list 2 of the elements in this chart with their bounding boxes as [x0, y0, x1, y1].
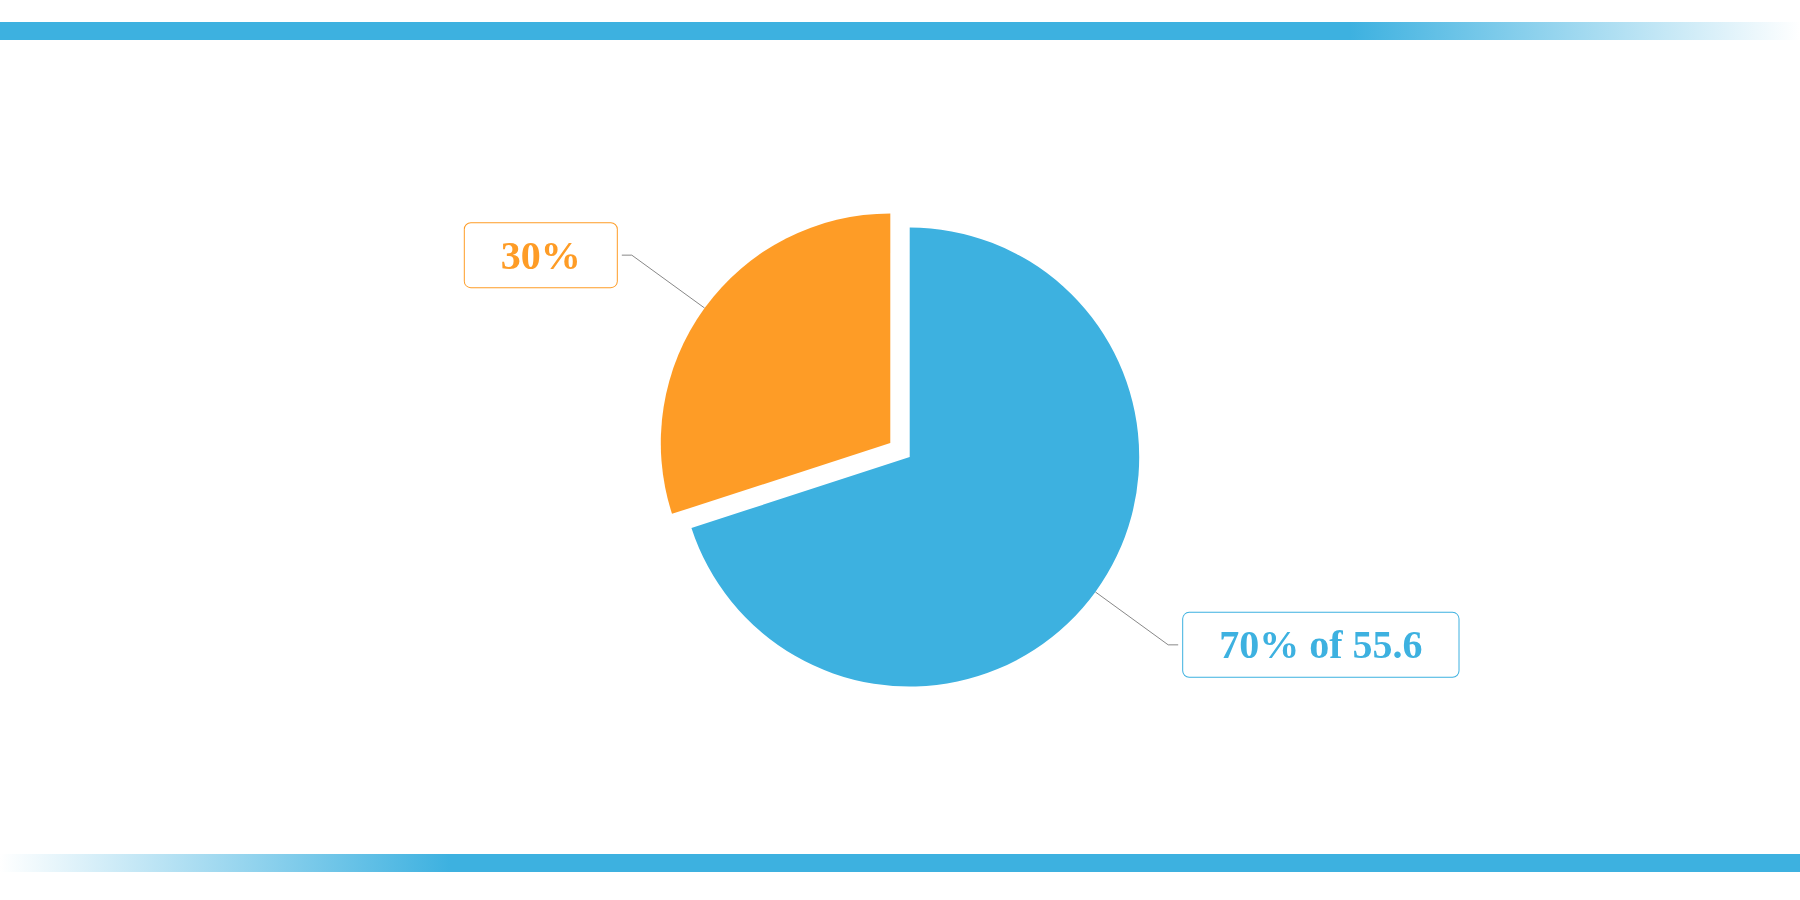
slice-label: 70% of 55.6	[1219, 622, 1423, 668]
slice-label: 30%	[500, 232, 581, 278]
